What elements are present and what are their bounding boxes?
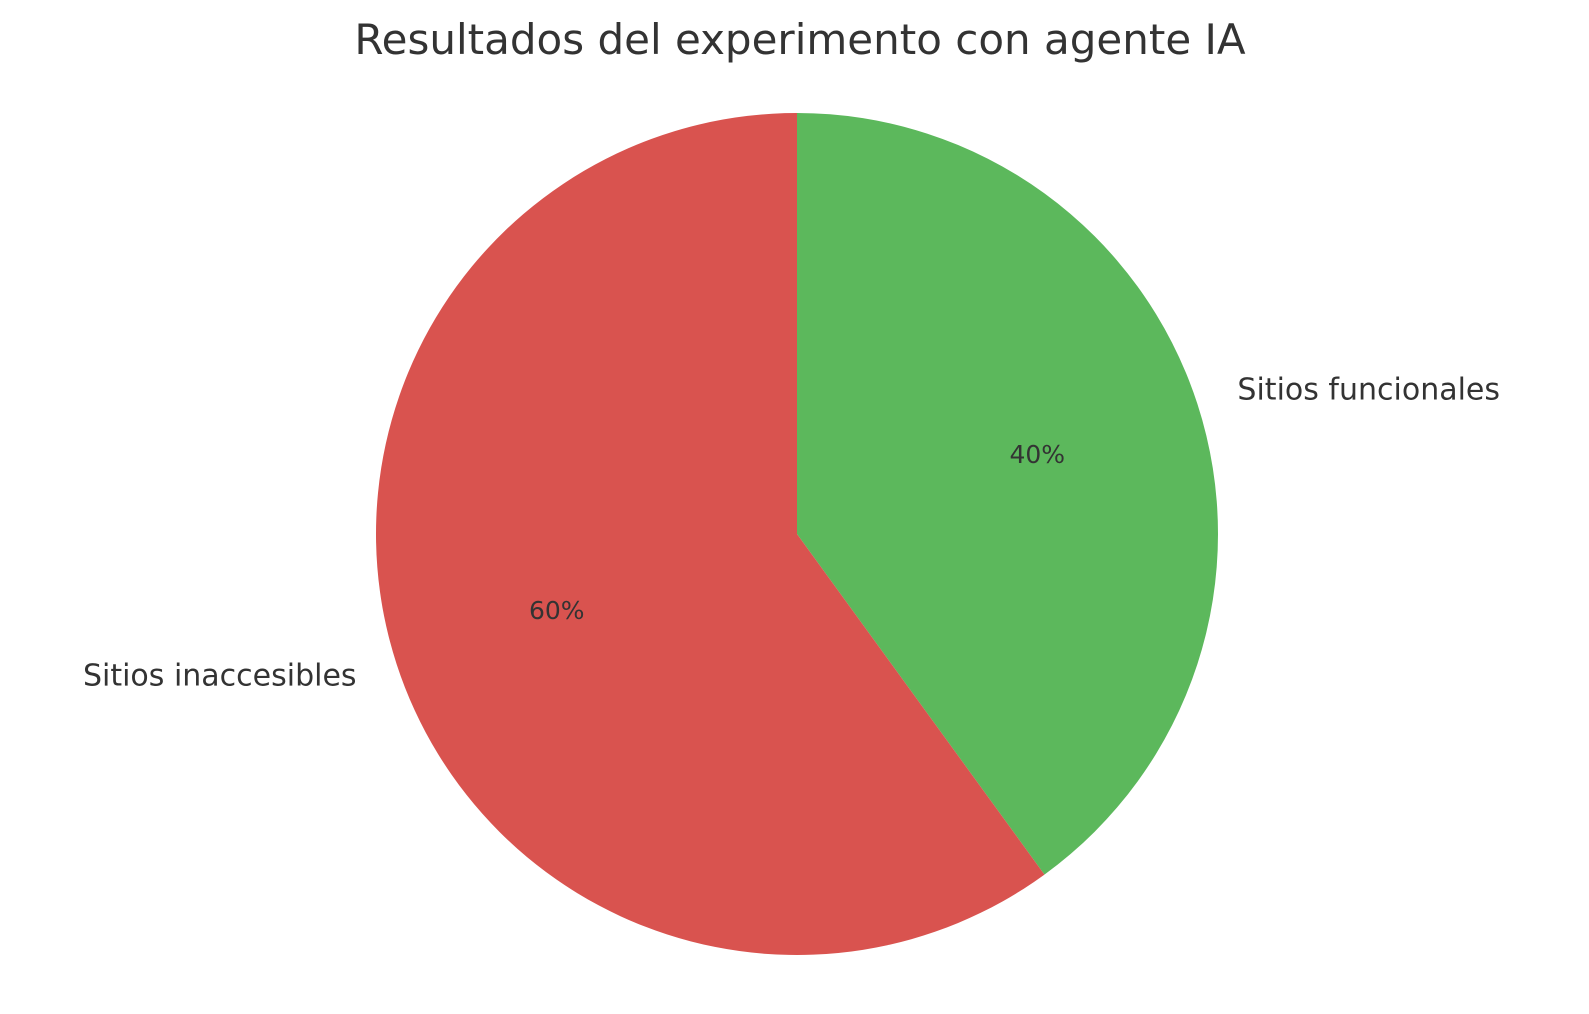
pie-slice-1: [376, 113, 1045, 956]
chart-title: Resultados del experimento con agente IA: [354, 15, 1246, 64]
slice-label-0: Sitios funcionales: [1237, 372, 1500, 407]
pie-slice-0: [797, 113, 1219, 875]
slice-label-1: Sitios inaccesibles: [83, 659, 357, 694]
slice-percent-1: 60%: [529, 596, 585, 625]
pie-labels: Sitios funcionales 40% Sitios inaccesibles…: [83, 372, 1500, 693]
pie-slices: [376, 113, 1219, 956]
slice-percent-0: 40%: [1009, 440, 1065, 469]
